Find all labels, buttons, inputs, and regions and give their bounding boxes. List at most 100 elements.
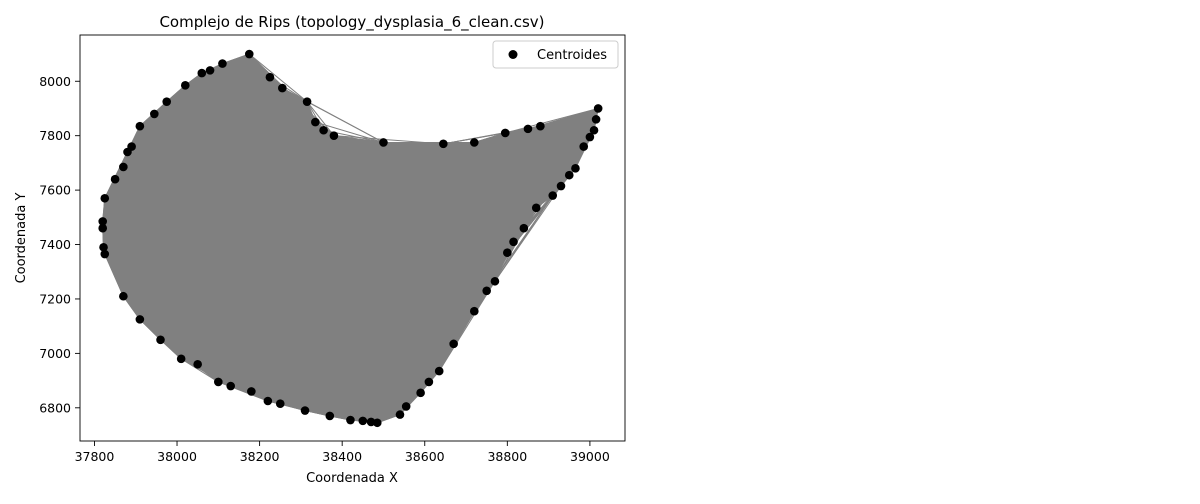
- complex-edge: [474, 132, 506, 143]
- centroid-point: [300, 406, 310, 415]
- complex-edge: [505, 132, 576, 169]
- complex-edge: [504, 132, 562, 187]
- complex-edge: [269, 76, 308, 103]
- complex-edge: [473, 142, 525, 229]
- complex-edge: [442, 143, 525, 229]
- y-tick-label: 8000: [39, 74, 71, 89]
- centroid-point: [278, 83, 287, 93]
- centroid-point: [325, 411, 335, 421]
- centroid-point: [519, 223, 529, 233]
- complex-edge: [505, 107, 599, 134]
- centroid-point: [302, 97, 312, 106]
- centroid-point: [523, 124, 533, 134]
- complex-edge: [473, 142, 514, 242]
- complex-edge: [102, 228, 141, 320]
- y-tick-label: 7000: [39, 346, 71, 361]
- centroid-point: [469, 306, 479, 316]
- centroid-point: [536, 121, 545, 131]
- legend: Centroides: [492, 40, 619, 69]
- complex-edge: [166, 76, 271, 103]
- complex-edge: [505, 129, 595, 134]
- centroid-point: [434, 366, 444, 376]
- centroid-point: [180, 81, 190, 90]
- complex-edge: [376, 392, 421, 424]
- centroid-point: [176, 354, 186, 364]
- centroid-point: [548, 191, 558, 200]
- complex-edge: [443, 143, 537, 209]
- centroid-point: [119, 291, 128, 301]
- centroid-point: [99, 242, 108, 252]
- complex-edge: [350, 370, 440, 421]
- y-tick-label: 7600: [39, 183, 71, 198]
- x-tick-label: 38800: [487, 449, 527, 464]
- y-tick-label: 6800: [39, 400, 71, 415]
- complex-edge: [494, 185, 562, 282]
- centroid-point: [329, 131, 339, 140]
- centroid-point: [205, 66, 215, 75]
- centroid-point: [135, 315, 145, 324]
- complex-edge: [527, 128, 590, 138]
- centroid-point: [100, 193, 110, 203]
- centroid-point: [564, 170, 574, 180]
- complex-edge: [505, 132, 584, 148]
- centroid-point: [449, 339, 458, 349]
- centroid-point: [135, 121, 145, 131]
- complex-edge: [473, 142, 508, 253]
- centroid-point: [503, 248, 512, 257]
- complex-edge: [504, 132, 554, 196]
- y-axis-ticks: 6800 7000 7200 7400 7600 7800 8000: [39, 74, 80, 415]
- axes-frame: [79, 34, 626, 442]
- centroid-point: [162, 97, 172, 106]
- complex-edge: [383, 141, 444, 145]
- centroid-point: [593, 104, 603, 113]
- complex-edge: [329, 381, 430, 417]
- complex-edge: [304, 405, 407, 412]
- complex-edge: [104, 253, 161, 341]
- complex-edge: [474, 142, 554, 196]
- complex-edge: [104, 253, 124, 297]
- centroid-point: [439, 139, 448, 149]
- centroid-point: [265, 72, 275, 82]
- centroid-point: [591, 115, 601, 124]
- complex-edge: [527, 128, 570, 176]
- complex-edge: [197, 363, 219, 383]
- centroid-point: [571, 164, 580, 173]
- centroid-point: [358, 416, 368, 426]
- centroid-point: [275, 399, 285, 409]
- complex-edge: [474, 142, 576, 169]
- complex-edge: [248, 53, 271, 78]
- centroid-point: [395, 410, 405, 419]
- centroid-point: [123, 147, 132, 157]
- complex-edge: [370, 343, 454, 423]
- centroid-points: [98, 49, 603, 428]
- complex-edge: [552, 108, 599, 196]
- complex-edge: [333, 135, 444, 145]
- complex-edge: [269, 76, 316, 123]
- chart-title: Complejo de Rips (topology_dysplasia_6_c…: [159, 13, 544, 32]
- centroid-point: [509, 237, 518, 247]
- complex-edge: [473, 142, 537, 209]
- centroid-point: [482, 286, 491, 296]
- centroid-point: [401, 402, 411, 411]
- centroid-point: [263, 396, 273, 406]
- legend-marker: [508, 50, 518, 59]
- centroid-point: [247, 387, 256, 396]
- complex-edge: [329, 370, 440, 417]
- complex-edge: [166, 87, 283, 103]
- centroid-point: [100, 249, 110, 259]
- y-tick-label: 7200: [39, 291, 71, 306]
- x-axis-ticks: 37800 38000 38200 38400 38600 38800 39000: [75, 441, 610, 464]
- centroid-point: [319, 125, 328, 135]
- centroid-point: [244, 49, 254, 59]
- complex-edge: [222, 63, 308, 103]
- complex-edge: [504, 132, 537, 208]
- complex-edge: [222, 63, 271, 78]
- centroid-point: [98, 223, 108, 233]
- x-tick-label: 38600: [405, 449, 445, 464]
- complex-edge: [201, 72, 270, 78]
- centroid-point: [311, 117, 320, 127]
- complex-edge: [504, 132, 525, 229]
- y-tick-label: 7400: [39, 237, 71, 252]
- complex-edge: [197, 363, 231, 387]
